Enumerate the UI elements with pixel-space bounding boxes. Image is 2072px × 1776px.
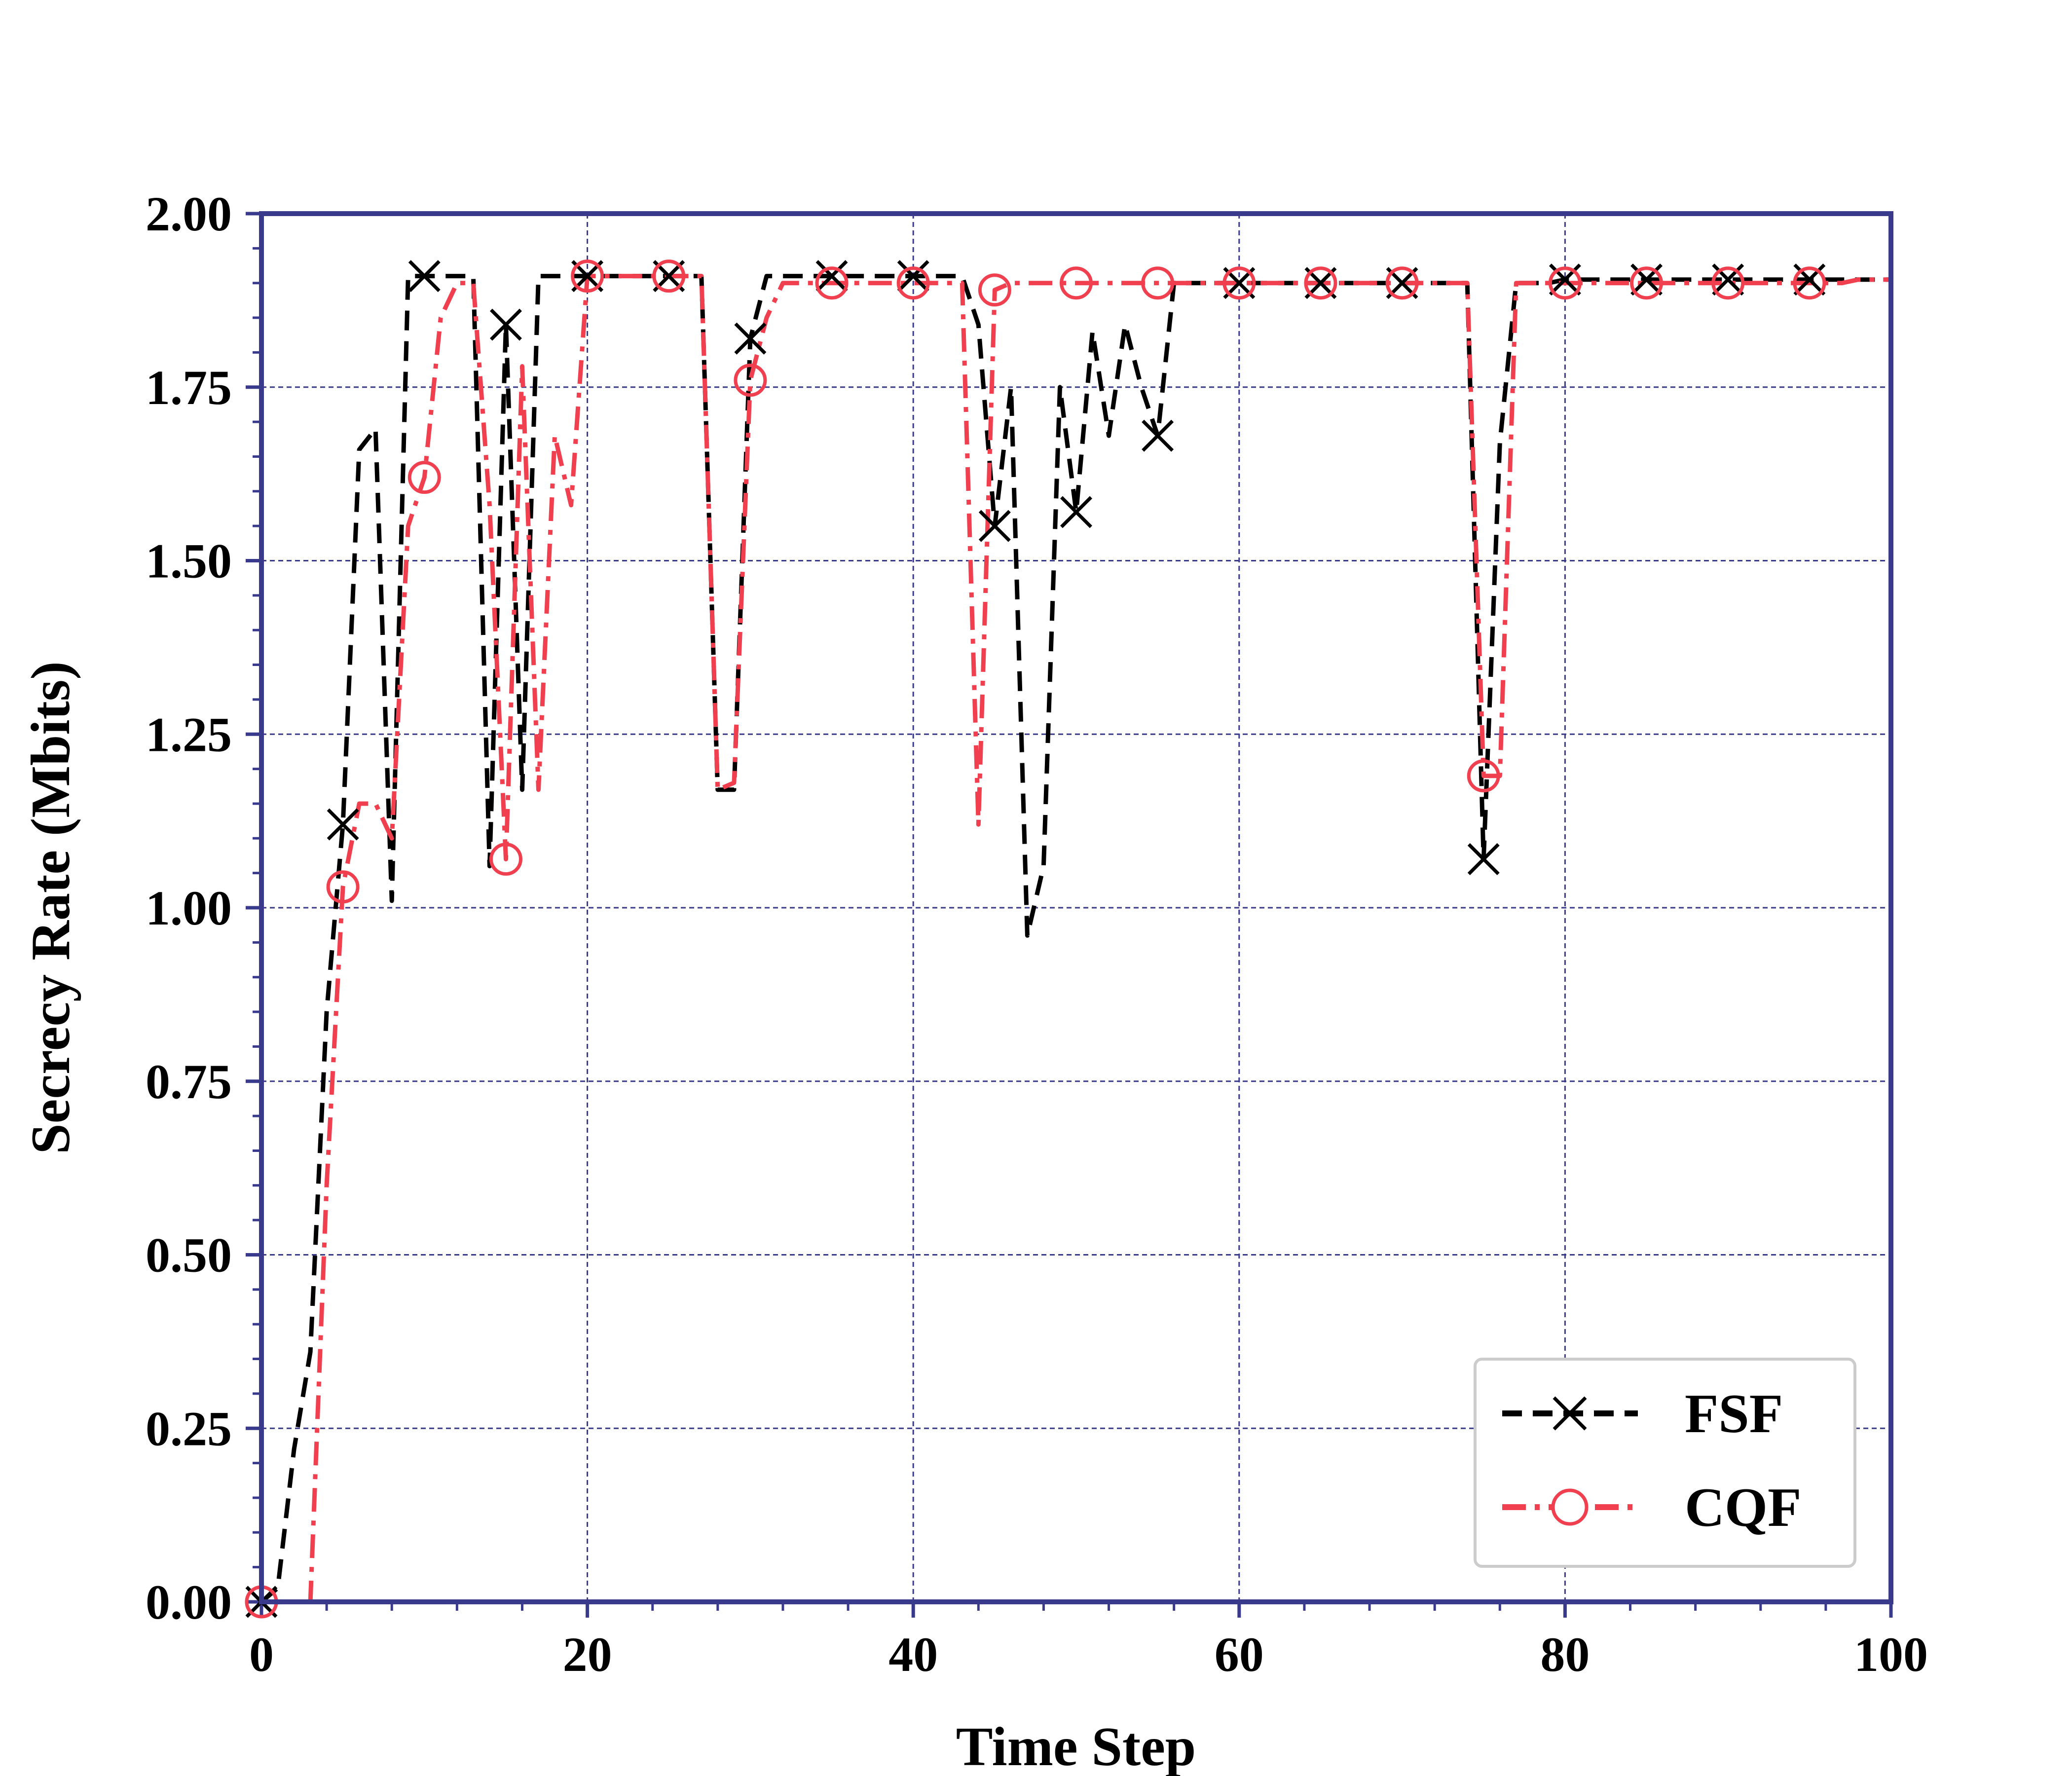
y-tick-label: 2.00: [146, 186, 232, 241]
data-point-fsf: [1142, 419, 1174, 452]
data-point-fsf: [815, 260, 848, 293]
data-point-cqf: [1385, 266, 1419, 300]
data-point-cqf: [815, 266, 849, 300]
data-point-fsf: [978, 510, 1011, 542]
x-tick-label: 20: [563, 1627, 612, 1682]
legend-cqf-label: CQF: [1685, 1477, 1801, 1538]
data-point-fsf: [1467, 843, 1500, 875]
data-point-cqf: [407, 461, 441, 494]
y-tick-label: 0.25: [146, 1401, 232, 1456]
legend-entry-fsf: FSF: [1502, 1383, 1783, 1444]
data-point-fsf: [489, 308, 522, 341]
y-tick-label: 1.00: [146, 881, 232, 935]
series-line-fsf: [260, 274, 1891, 1604]
data-point-cqf: [1467, 759, 1500, 793]
data-point-cqf: [896, 266, 930, 300]
series-lines: [260, 274, 1891, 1604]
y-tick-label: 0.00: [146, 1575, 232, 1629]
axis-ticks: [246, 212, 1893, 1618]
data-point-fsf: [1630, 263, 1663, 296]
y-tick-label: 1.25: [146, 707, 232, 762]
data-point-fsf: [734, 322, 767, 355]
data-point-cqf: [1793, 266, 1826, 300]
data-point-cqf: [1141, 266, 1175, 300]
legend: FSF CQF: [1474, 1358, 1856, 1568]
x-tick-labels: 0 20 40 60 80 100: [249, 1627, 1928, 1682]
series-line-cqf: [261, 274, 1891, 1604]
x-tick-label: 100: [1854, 1627, 1928, 1682]
x-tick-label: 80: [1540, 1627, 1590, 1682]
x-tick-label: 60: [1215, 1627, 1264, 1682]
plot-frame: [259, 211, 1893, 1604]
y-tick-labels: 0.00 0.25 0.50 0.75 1.00 1.25 1.50 1.75 2.00: [146, 186, 232, 1629]
data-point-cqf: [489, 843, 522, 876]
x-tick-label: 40: [888, 1627, 938, 1682]
data-point-cqf: [1060, 266, 1093, 300]
y-tick-label: 1.50: [146, 534, 232, 589]
y-axis-title: Secrecy Rate (Mbits): [20, 661, 81, 1154]
data-point-fsf: [1793, 263, 1826, 296]
data-point-cqf: [1548, 266, 1582, 300]
data-point-fsf: [408, 260, 441, 293]
data-point-fsf: [1712, 263, 1744, 296]
data-point-fsf: [897, 260, 929, 293]
data-point-fsf: [327, 808, 359, 841]
data-point-cqf: [978, 273, 1011, 307]
legend-cqf-marker: [1551, 1488, 1589, 1526]
y-tick-label: 0.75: [146, 1054, 232, 1109]
data-point-cqf: [1630, 266, 1664, 300]
data-point-cqf: [1304, 266, 1337, 300]
data-point-fsf: [1060, 496, 1092, 528]
data-point-cqf: [571, 259, 604, 293]
y-tick-label: 1.75: [146, 360, 232, 415]
legend-fsf-marker: [1553, 1396, 1587, 1431]
data-point-fsf: [1549, 263, 1581, 296]
legend-entry-cqf: CQF: [1502, 1477, 1801, 1538]
data-point-cqf: [326, 870, 360, 904]
data-point-cqf: [1222, 266, 1256, 300]
series-markers: [245, 259, 1826, 1619]
legend-fsf-label: FSF: [1685, 1383, 1783, 1444]
data-point-cqf: [1711, 266, 1745, 300]
y-tick-label: 0.50: [146, 1228, 232, 1283]
data-point-cqf: [734, 364, 767, 397]
data-point-cqf: [652, 259, 686, 293]
x-tick-label: 0: [249, 1627, 274, 1682]
x-axis-title: Time Step: [956, 1716, 1196, 1776]
